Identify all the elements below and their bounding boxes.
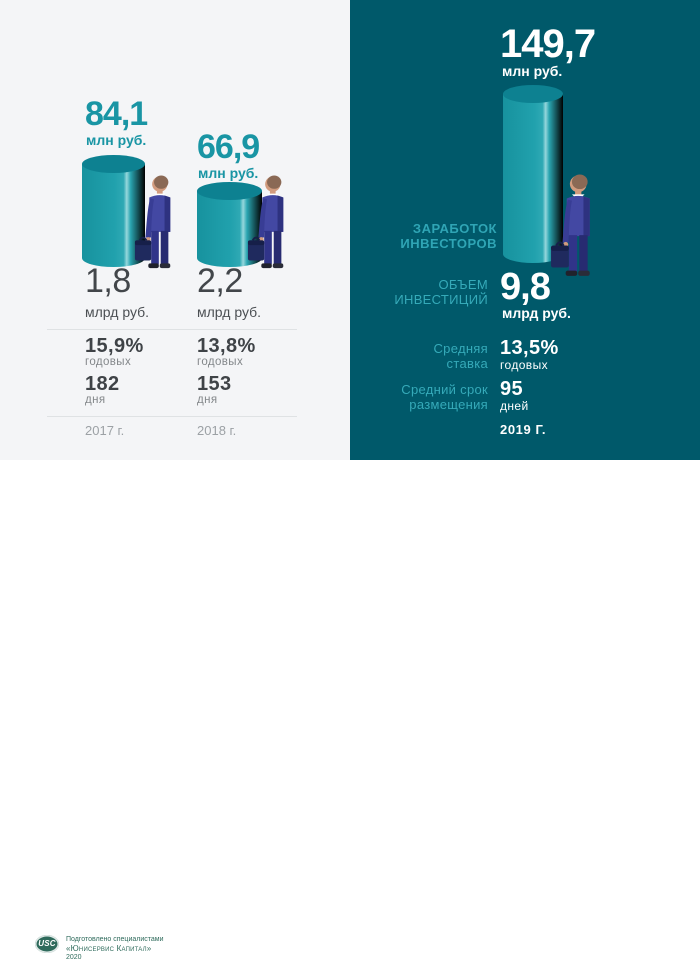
chart-cylinder-2017 xyxy=(82,155,145,267)
term-unit-2017: дня xyxy=(85,394,106,406)
businessman-figure xyxy=(134,174,176,270)
earnings-value-2017: 84,1 xyxy=(85,95,148,133)
rate-value-2017: 15,9% xyxy=(85,335,144,357)
earnings-value-2019: 149,7 xyxy=(500,22,596,66)
usc-logo-icon: USC xyxy=(35,935,59,953)
earnings-unit-2017: млн руб. xyxy=(86,132,147,148)
term-value-2018: 153 xyxy=(197,373,232,395)
volume-value-2017: 1,8 xyxy=(85,262,131,300)
volume-value-2018: 2,2 xyxy=(197,262,243,300)
term-unit-2019: дней xyxy=(500,399,529,413)
right-panel: 149,7 млн руб. ЗАРАБОТ xyxy=(350,0,700,460)
earnings-unit-2018: млн руб. xyxy=(198,165,259,181)
term-value-2019: 95 xyxy=(500,378,524,400)
earnings-label: ЗАРАБОТОК ИНВЕСТОРОВ xyxy=(400,221,497,251)
term-label: Средний срок размещения xyxy=(401,382,488,412)
chart-cylinder-2019 xyxy=(503,85,563,263)
rate-value-2019: 13,5% xyxy=(500,337,559,359)
chart-cylinder-2018 xyxy=(197,182,262,267)
term-value-2017: 182 xyxy=(85,373,120,395)
rate-unit-2019: годовых xyxy=(500,358,548,372)
volume-unit-2018: млрд руб. xyxy=(197,304,262,320)
footer: USC Подготовлено специалистами «Юнисерви… xyxy=(0,460,700,961)
volume-unit-2017: млрд руб. xyxy=(85,304,150,320)
rate-label: Средняя ставка xyxy=(433,341,488,371)
divider xyxy=(47,416,297,417)
rate-value-2018: 13,8% xyxy=(197,335,256,357)
volume-label: ОБЪЕМ ИНВЕСТИЦИЙ xyxy=(394,277,488,307)
businessman-figure xyxy=(550,172,596,278)
businessman-figure xyxy=(247,174,289,270)
credit-text: Подготовлено специалистами «Юнисервис Ка… xyxy=(66,936,164,961)
year-label-2017: 2017 г. xyxy=(85,423,125,438)
left-panel: 84,1 млн руб. 66,9 млн руб. xyxy=(0,0,350,460)
rate-unit-2018: годовых xyxy=(197,356,244,368)
year-label-2019: 2019 Г. xyxy=(500,422,547,437)
year-label-2018: 2018 г. xyxy=(197,423,237,438)
rate-unit-2017: годовых xyxy=(85,356,132,368)
volume-value-2019: 9,8 xyxy=(500,266,551,308)
term-unit-2018: дня xyxy=(197,394,218,406)
earnings-value-2018: 66,9 xyxy=(197,128,260,166)
earnings-unit-2019: млн руб. xyxy=(502,63,563,79)
divider xyxy=(47,329,297,330)
volume-unit-2019: млрд руб. xyxy=(502,305,571,321)
